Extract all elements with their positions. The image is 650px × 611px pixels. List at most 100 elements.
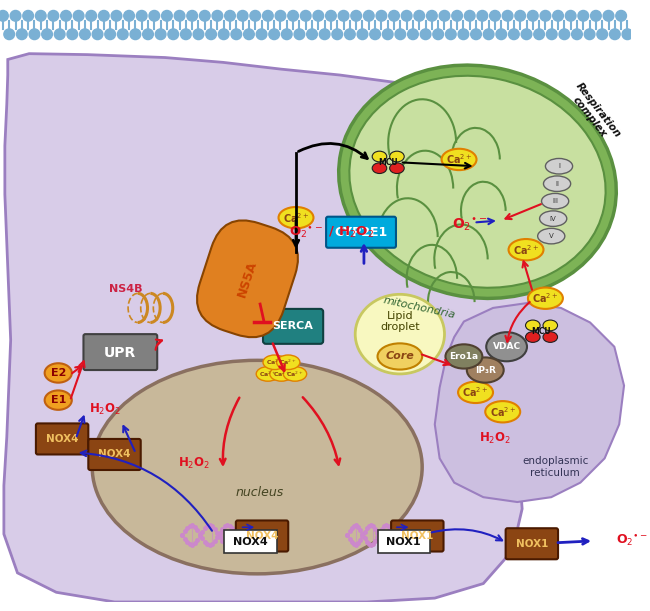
Ellipse shape bbox=[389, 151, 404, 162]
Circle shape bbox=[382, 29, 393, 40]
Circle shape bbox=[458, 29, 469, 40]
Circle shape bbox=[370, 29, 380, 40]
Circle shape bbox=[389, 10, 399, 21]
Text: II: II bbox=[555, 181, 559, 187]
Circle shape bbox=[269, 29, 280, 40]
Circle shape bbox=[445, 29, 456, 40]
Ellipse shape bbox=[277, 355, 300, 370]
Text: NS5A: NS5A bbox=[235, 259, 259, 299]
Circle shape bbox=[584, 29, 595, 40]
Circle shape bbox=[547, 29, 557, 40]
Ellipse shape bbox=[263, 355, 286, 370]
Circle shape bbox=[313, 10, 324, 21]
Polygon shape bbox=[4, 54, 532, 602]
Circle shape bbox=[244, 29, 254, 40]
Ellipse shape bbox=[526, 332, 540, 342]
Circle shape bbox=[484, 29, 494, 40]
Ellipse shape bbox=[486, 401, 520, 422]
Circle shape bbox=[206, 29, 216, 40]
Circle shape bbox=[326, 10, 336, 21]
Circle shape bbox=[155, 29, 166, 40]
Circle shape bbox=[92, 29, 103, 40]
Circle shape bbox=[363, 10, 374, 21]
Circle shape bbox=[414, 10, 424, 21]
Circle shape bbox=[357, 29, 368, 40]
Circle shape bbox=[578, 10, 589, 21]
Text: Core: Core bbox=[385, 351, 414, 362]
Circle shape bbox=[426, 10, 437, 21]
Circle shape bbox=[162, 10, 172, 21]
Ellipse shape bbox=[528, 288, 563, 309]
Circle shape bbox=[79, 29, 90, 40]
Ellipse shape bbox=[545, 158, 573, 174]
Text: endoplasmic
reticulum: endoplasmic reticulum bbox=[522, 456, 588, 478]
FancyBboxPatch shape bbox=[88, 439, 140, 470]
Circle shape bbox=[603, 10, 614, 21]
Circle shape bbox=[48, 10, 58, 21]
Circle shape bbox=[42, 29, 53, 40]
Circle shape bbox=[281, 29, 292, 40]
Text: Ca$^{2+}$: Ca$^{2+}$ bbox=[532, 291, 558, 305]
Text: NOX1: NOX1 bbox=[515, 539, 548, 549]
Circle shape bbox=[571, 29, 582, 40]
Ellipse shape bbox=[378, 343, 422, 370]
Circle shape bbox=[351, 10, 361, 21]
Circle shape bbox=[597, 29, 608, 40]
Text: Ca$^{2+}$: Ca$^{2+}$ bbox=[266, 357, 283, 367]
Text: MCU: MCU bbox=[532, 327, 551, 335]
Text: MCU: MCU bbox=[378, 158, 398, 167]
Circle shape bbox=[521, 29, 532, 40]
Text: E2: E2 bbox=[51, 368, 66, 378]
Ellipse shape bbox=[486, 332, 527, 361]
Text: V: V bbox=[549, 233, 554, 239]
Circle shape bbox=[307, 29, 317, 40]
FancyBboxPatch shape bbox=[506, 529, 558, 559]
Circle shape bbox=[471, 29, 482, 40]
Text: NOX1: NOX1 bbox=[401, 531, 434, 541]
Circle shape bbox=[439, 10, 450, 21]
Circle shape bbox=[433, 29, 443, 40]
Circle shape bbox=[218, 29, 229, 40]
Circle shape bbox=[275, 10, 286, 21]
Circle shape bbox=[99, 10, 109, 21]
Text: Respiration
complex: Respiration complex bbox=[565, 81, 623, 147]
Text: NOX4: NOX4 bbox=[46, 434, 79, 444]
Text: Ca$^{2+}$: Ca$^{2+}$ bbox=[462, 386, 489, 399]
Text: Ca$^{2+}$: Ca$^{2+}$ bbox=[513, 243, 540, 257]
FancyBboxPatch shape bbox=[236, 521, 288, 552]
Circle shape bbox=[130, 29, 140, 40]
Circle shape bbox=[464, 10, 475, 21]
Circle shape bbox=[421, 29, 431, 40]
Text: O$_2$$^{\bullet-}$: O$_2$$^{\bullet-}$ bbox=[616, 533, 649, 549]
Text: Ca$^{2+}$: Ca$^{2+}$ bbox=[280, 357, 297, 367]
Text: Lipid
droplet: Lipid droplet bbox=[380, 311, 420, 332]
Text: mitochondria: mitochondria bbox=[382, 295, 456, 321]
Circle shape bbox=[496, 29, 506, 40]
Text: SERCA: SERCA bbox=[272, 321, 313, 331]
Circle shape bbox=[55, 29, 65, 40]
Circle shape bbox=[502, 10, 513, 21]
Circle shape bbox=[338, 10, 349, 21]
FancyBboxPatch shape bbox=[263, 309, 323, 344]
Text: IP₃R: IP₃R bbox=[474, 365, 496, 375]
Ellipse shape bbox=[349, 76, 606, 288]
Polygon shape bbox=[435, 303, 624, 502]
Ellipse shape bbox=[458, 382, 493, 403]
Circle shape bbox=[294, 29, 305, 40]
Circle shape bbox=[67, 29, 77, 40]
Text: Ero1a: Ero1a bbox=[449, 352, 478, 361]
Circle shape bbox=[60, 10, 72, 21]
Ellipse shape bbox=[355, 295, 445, 374]
Circle shape bbox=[16, 29, 27, 40]
Circle shape bbox=[105, 29, 116, 40]
Text: O$_2$$^{\bullet-}$ / H$_2$O$_2$: O$_2$$^{\bullet-}$ / H$_2$O$_2$ bbox=[289, 225, 374, 240]
Ellipse shape bbox=[467, 357, 504, 382]
Ellipse shape bbox=[45, 390, 72, 410]
Text: Ca$^{2+}$: Ca$^{2+}$ bbox=[446, 153, 473, 166]
Circle shape bbox=[616, 10, 627, 21]
Text: nucleus: nucleus bbox=[236, 486, 284, 499]
Circle shape bbox=[35, 10, 46, 21]
Text: Ca$^{2+}$: Ca$^{2+}$ bbox=[259, 369, 277, 379]
Ellipse shape bbox=[92, 360, 422, 574]
Ellipse shape bbox=[45, 364, 72, 382]
